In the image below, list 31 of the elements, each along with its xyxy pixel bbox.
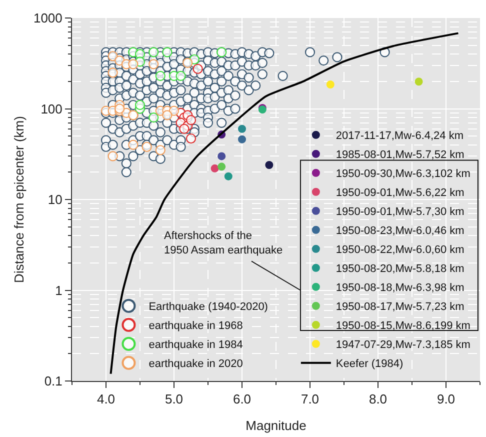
x-tick-label: 8.0 bbox=[368, 392, 388, 407]
y-tick-label: 10 bbox=[48, 192, 62, 208]
legend-label: earthquake in 1968 bbox=[148, 320, 243, 332]
legend-label: Earthquake (1940-2020) bbox=[148, 301, 268, 314]
legend-label: 1950-08-18,Mw-6.3,98 km bbox=[336, 282, 464, 294]
legend-label: 1950-08-17,Mw-5.7,23 km bbox=[336, 301, 464, 314]
legend-label: 2017-11-17,Mw-6.4,24 km bbox=[336, 130, 464, 142]
legend-label: 1950-08-20,Mw-5.8,18 km bbox=[336, 263, 464, 276]
x-tick-label: 7.0 bbox=[300, 392, 320, 407]
legend-label: 1950-09-01,Mw-5.7,30 km bbox=[336, 206, 464, 218]
legend-label: 1947-07-29,Mw-7.3,185 km bbox=[336, 339, 470, 352]
x-tick-label: 5.0 bbox=[164, 392, 184, 407]
legend-label: 1950-08-22,Mw-6.0,60 km bbox=[336, 244, 464, 256]
legend-label: 1950-09-01,Mw-5.6,22 km bbox=[336, 187, 464, 200]
x-tick-label: 4.0 bbox=[96, 392, 116, 407]
legend-label: 1985-08-01,Mw-5.7,52 km bbox=[336, 149, 464, 162]
x-tick-label: 6.0 bbox=[232, 392, 252, 407]
y-tick-label: 1 bbox=[55, 282, 62, 298]
legend-label: 1950-08-15,Mw-8.6,199 km bbox=[336, 320, 470, 332]
x-axis-title: Magnitude bbox=[246, 418, 306, 434]
x-tick-label: 9.0 bbox=[436, 392, 456, 407]
legend-label: 1950-09-30,Mw-6.3,102 km bbox=[336, 168, 470, 180]
legend-label: Keefer (1984) bbox=[336, 358, 404, 370]
annotation: Aftershocks of the 1950 Assam earthquake bbox=[164, 230, 283, 256]
y-axis-title: Distance from epicenter (km) bbox=[11, 116, 26, 283]
legend-label: earthquake in 2020 bbox=[148, 358, 243, 370]
y-tick-label: 0.1 bbox=[44, 374, 62, 389]
legend-label: 1950-08-23,Mw-6.0,46 km bbox=[336, 225, 464, 238]
y-tick-label: 1000 bbox=[33, 10, 62, 26]
y-tick-label: 100 bbox=[40, 101, 62, 116]
legend-label: earthquake in 1984 bbox=[148, 339, 243, 352]
